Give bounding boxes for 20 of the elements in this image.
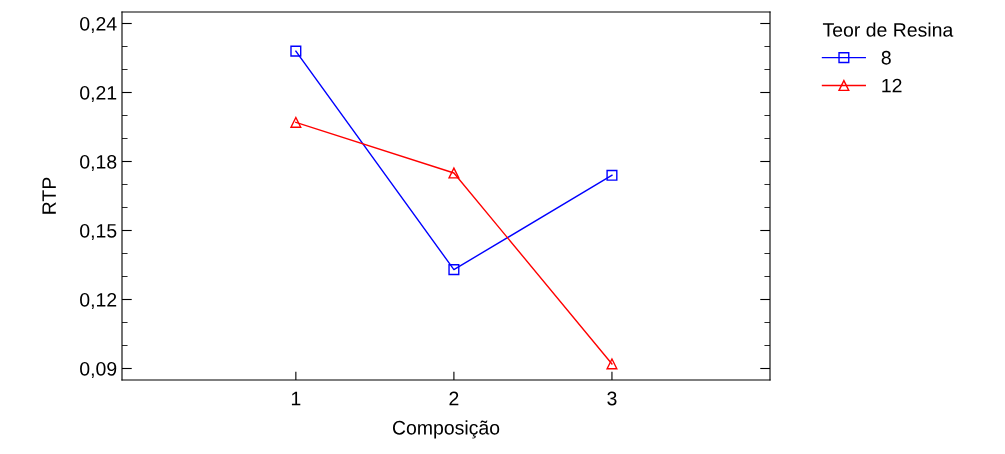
x-axis-title: Composição <box>392 420 500 439</box>
point <box>448 264 460 276</box>
y-tick-label: 0,24 <box>80 16 117 34</box>
y-tick-label: 0,12 <box>80 292 117 310</box>
y-tick-label: 0,21 <box>80 85 117 103</box>
y-tick-label: 0,15 <box>80 223 117 241</box>
point <box>606 169 618 181</box>
x-tick-label: 1 <box>291 391 301 406</box>
y-axis-title: RTP <box>42 177 56 214</box>
point <box>290 116 302 128</box>
y-tick-label: 0,09 <box>80 361 117 379</box>
legend-title: Teor de Resina <box>822 22 954 37</box>
x-tick-label: 3 <box>607 391 617 406</box>
legend-label: 12 <box>882 78 902 93</box>
point <box>290 45 302 57</box>
y-tick-label: 0,18 <box>80 154 117 172</box>
legend-label: 8 <box>881 50 891 65</box>
x-tick-label: 2 <box>449 391 459 406</box>
point <box>448 167 460 179</box>
point <box>606 358 618 370</box>
